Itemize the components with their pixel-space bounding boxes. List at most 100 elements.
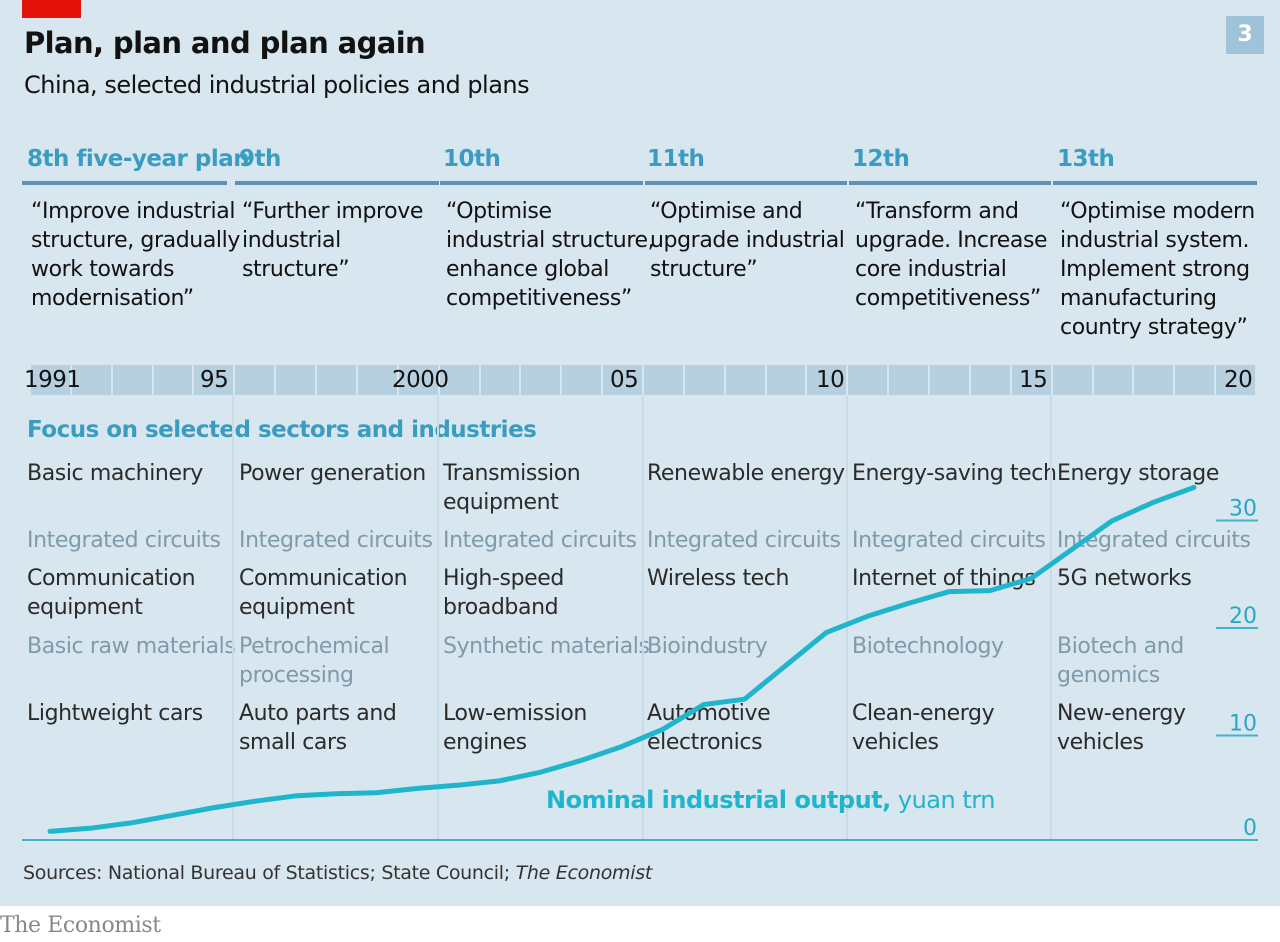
sector-item: Automotive electronics xyxy=(647,699,771,757)
sector-line: Auto parts and xyxy=(239,701,397,726)
year-cell xyxy=(889,365,929,395)
sector-line: Basic raw materials xyxy=(27,634,236,659)
plan-goal-line: work towards xyxy=(31,257,175,282)
output-line-chart: 0 10 20 30 xyxy=(22,396,1258,841)
sector-line: Petrochemical xyxy=(239,634,390,659)
plan-goal-4: “Optimise and upgrade industrial structure… xyxy=(650,197,845,284)
sector-line: Power generation xyxy=(239,461,426,486)
chart-number-badge: 3 xyxy=(1226,16,1264,54)
year-cell xyxy=(521,365,561,395)
plan-rule-6 xyxy=(1053,181,1257,185)
plan-goal-line: core industrial xyxy=(855,257,1007,282)
sector-item: Energy storage xyxy=(1057,459,1219,488)
year-cell xyxy=(848,365,888,395)
sector-item: Integrated circuits xyxy=(1057,526,1251,555)
plan-goal-line: competitiveness” xyxy=(855,286,1041,311)
year-cell xyxy=(71,365,111,395)
plan-goal-line: modernisation” xyxy=(31,286,194,311)
year-cell xyxy=(1175,365,1215,395)
sector-item: Biotech and genomics xyxy=(1057,632,1184,690)
sector-item: Renewable energy xyxy=(647,459,845,488)
plan-goal-line: industrial structure, xyxy=(446,228,655,253)
sector-line: High-speed xyxy=(443,566,564,591)
sector-item: Energy-saving tech xyxy=(852,459,1057,488)
year-cell xyxy=(644,365,683,395)
sector-line: processing xyxy=(239,663,354,688)
sector-item: Synthetic materials xyxy=(443,632,650,661)
plan-header-6: 13th xyxy=(1057,146,1115,172)
plan-goal-line: “Further improve xyxy=(242,199,423,224)
sector-line: small cars xyxy=(239,730,347,755)
plan-goal-line: “Improve industrial xyxy=(31,199,236,224)
sector-line: Biotechnology xyxy=(852,634,1004,659)
sector-item: Integrated circuits xyxy=(647,526,841,555)
plan-goal-6: “Optimise modern industrial system. Implem… xyxy=(1060,197,1255,342)
y-tick-label: 30 xyxy=(1229,497,1257,522)
year-label: 05 xyxy=(610,367,639,393)
sector-item: Integrated circuits xyxy=(443,526,637,555)
year-label: 1991 xyxy=(24,367,81,393)
plan-goal-1: “Improve industrial structure, gradually w… xyxy=(31,197,240,313)
output-series-line xyxy=(47,484,1197,834)
year-cell xyxy=(970,365,1010,395)
sector-line: 5G networks xyxy=(1057,566,1192,591)
year-cell xyxy=(357,365,397,395)
sector-line: Energy storage xyxy=(1057,461,1219,486)
plan-goal-3: “Optimise industrial structure, enhance gl… xyxy=(446,197,655,313)
y-tick-label: 10 xyxy=(1229,712,1257,737)
sector-line: Lightweight cars xyxy=(27,701,203,726)
brand-red-tag xyxy=(22,0,81,18)
sector-line: Clean-energy xyxy=(852,701,995,726)
sector-item: Biotechnology xyxy=(852,632,1004,661)
plan-rule-3 xyxy=(440,181,643,185)
sector-item: Low-emission engines xyxy=(443,699,587,757)
plan-goal-line: country strategy” xyxy=(1060,315,1248,340)
series-label-unit: yuan trn xyxy=(890,786,996,814)
sector-item: Clean-energy vehicles xyxy=(852,699,995,757)
year-cell xyxy=(480,365,520,395)
chart-subtitle: China, selected industrial policies and … xyxy=(24,71,530,99)
year-cell xyxy=(276,365,316,395)
sector-line: genomics xyxy=(1057,663,1160,688)
year-cell xyxy=(1093,365,1133,395)
sector-line: Communication xyxy=(27,566,196,591)
chart-panel xyxy=(0,0,1280,906)
sector-line: New-energy xyxy=(1057,701,1186,726)
sector-item: Integrated circuits xyxy=(239,526,433,555)
sector-line: Communication xyxy=(239,566,408,591)
plan-rule-5 xyxy=(849,181,1051,185)
sector-item: Power generation xyxy=(239,459,426,488)
plan-goal-line: competitiveness” xyxy=(446,286,632,311)
year-cell xyxy=(317,365,356,395)
plan-goal-line: structure” xyxy=(650,257,758,282)
y-tick-label: 20 xyxy=(1229,604,1257,629)
focus-heading: Focus on selected sectors and industries xyxy=(27,417,537,443)
year-label: 20 xyxy=(1224,367,1253,393)
plan-goal-line: “Transform and xyxy=(855,199,1019,224)
sector-item: Communication equipment xyxy=(239,564,408,622)
year-cell xyxy=(684,365,724,395)
year-cell xyxy=(31,365,70,395)
chart-title: Plan, plan and plan again xyxy=(24,26,426,60)
sector-line: broadband xyxy=(443,595,559,620)
year-cell xyxy=(807,365,847,395)
sources-italic: The Economist xyxy=(515,862,653,884)
sector-line: equipment xyxy=(443,490,559,515)
sector-line: Integrated circuits xyxy=(647,528,841,553)
sector-line: Transmission xyxy=(443,461,581,486)
plan-goal-line: industrial system. xyxy=(1060,228,1250,253)
sector-line: engines xyxy=(443,730,527,755)
sector-item: Integrated circuits xyxy=(27,526,221,555)
sector-item: Basic raw materials xyxy=(27,632,236,661)
sector-item: High-speed broadband xyxy=(443,564,564,622)
plan-rule-2 xyxy=(235,181,439,185)
sector-line: equipment xyxy=(27,595,143,620)
plan-goal-5: “Transform and upgrade. Increase core indu… xyxy=(855,197,1048,313)
brand-logo-text: The Economist xyxy=(0,913,161,938)
sector-line: Integrated circuits xyxy=(239,528,433,553)
sector-item: Communication equipment xyxy=(27,564,196,622)
plan-goal-line: “Optimise xyxy=(446,199,552,224)
sector-line: Low-emission xyxy=(443,701,587,726)
plan-rule-4 xyxy=(645,181,847,185)
sector-line: Integrated circuits xyxy=(852,528,1046,553)
